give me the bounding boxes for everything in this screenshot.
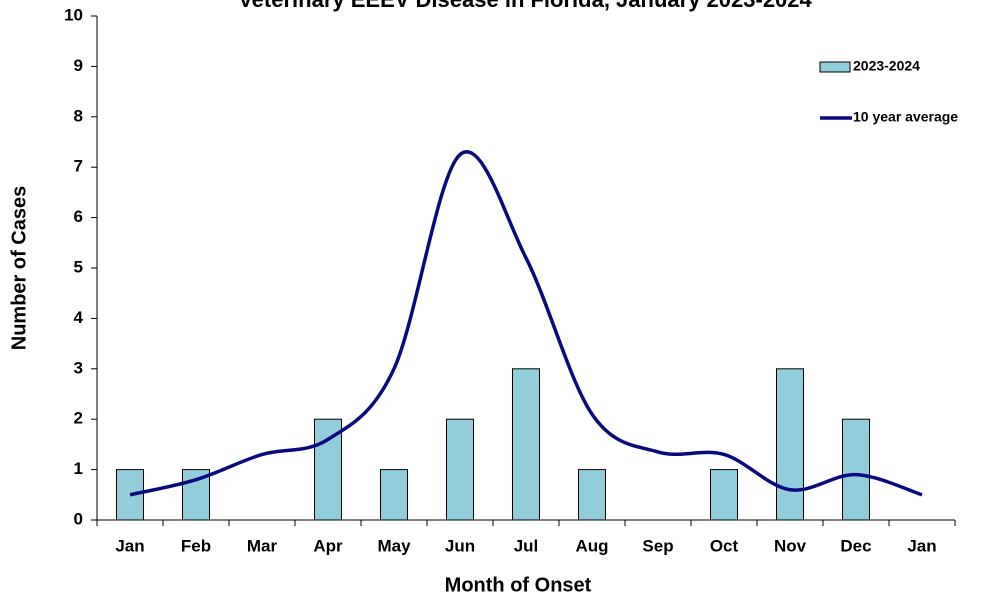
- x-tick-label: Feb: [181, 536, 211, 555]
- bar: [512, 368, 540, 521]
- y-axis-title: Number of Cases: [8, 186, 30, 351]
- bar: [116, 469, 144, 521]
- x-tick-label: Jan: [907, 536, 936, 555]
- line-series: [129, 150, 923, 497]
- x-tick-label: Dec: [840, 536, 871, 555]
- x-tick-label: Nov: [774, 536, 807, 555]
- x-tick-label: Aug: [575, 536, 608, 555]
- y-tick-label: 10: [64, 5, 83, 24]
- x-tick-label: Jun: [445, 536, 475, 555]
- y-tick-label: 7: [74, 157, 83, 176]
- x-tick-label: Jan: [115, 536, 144, 555]
- y-tick-label: 5: [74, 257, 83, 276]
- y-tick-label: 0: [74, 509, 83, 528]
- x-axis-title: Month of Onset: [445, 574, 592, 596]
- legend-swatch: [819, 61, 851, 73]
- chart-title: Veterinary EEEV Disease in Florida, Janu…: [238, 0, 812, 12]
- bar: [314, 418, 342, 521]
- x-tick-label: Oct: [710, 536, 739, 555]
- y-tick-label: 3: [74, 358, 83, 377]
- x-tick-label: Jul: [514, 536, 539, 555]
- y-tick-label: 2: [74, 409, 83, 428]
- y-tick-label: 4: [74, 308, 84, 327]
- y-tick-label: 8: [74, 106, 83, 125]
- bar: [776, 368, 804, 521]
- legend-label: 10 year average: [853, 109, 958, 125]
- bar: [380, 469, 408, 521]
- x-tick-label: Sep: [642, 536, 673, 555]
- bar: [578, 469, 606, 521]
- y-tick-label: 1: [74, 459, 83, 478]
- y-tick-label: 6: [74, 207, 83, 226]
- x-tick-label: Mar: [247, 536, 278, 555]
- y-tick-label: 9: [74, 56, 83, 75]
- x-tick-label: May: [377, 536, 411, 555]
- bar: [842, 418, 870, 521]
- x-tick-label: Apr: [313, 536, 343, 555]
- legend-label: 2023-2024: [853, 58, 920, 74]
- bar: [446, 418, 474, 521]
- bar: [710, 469, 738, 521]
